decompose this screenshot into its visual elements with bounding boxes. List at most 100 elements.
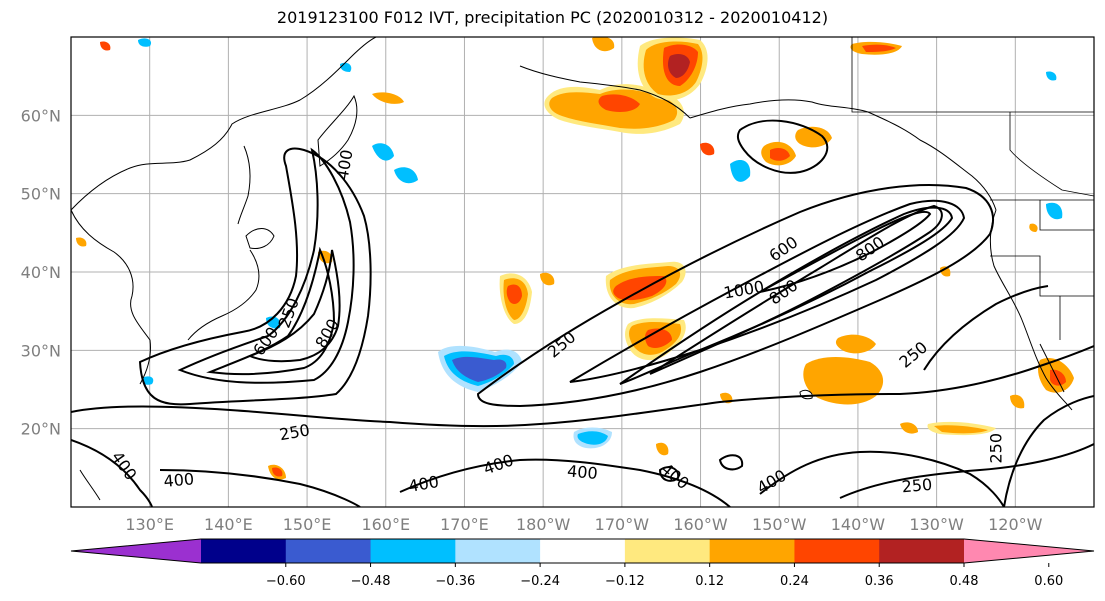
positive-anomaly-patch [1050,369,1066,386]
positive-anomaly-patch [835,334,876,354]
lat-tick-label: 50°N [21,185,61,204]
lon-tick-label: 180°W [516,515,571,534]
colorbar-tick-label: −0.12 [605,574,645,589]
ivt-contour-250 [736,119,829,174]
ivt-contour-250 [839,443,1094,499]
coastline-asia [71,209,151,385]
negative-anomaly-patch [142,376,154,385]
positive-anomaly-patch [592,37,615,52]
negative-anomaly-patch [394,167,418,184]
colorbar-tick-label: 0.36 [865,574,894,589]
lon-tick-label: 130°E [125,515,174,534]
positive-anomaly-patch [656,442,669,456]
positive-anomaly-patch [1029,223,1038,232]
colorbar-tick-label: 0.12 [695,574,724,589]
ivt-contour-250 [476,184,994,408]
contour-label-text: 250 [901,475,933,497]
positive-anomaly-patch [613,276,667,301]
lat-tick-label: 60°N [21,106,61,125]
ivt-contour-1000 [759,211,932,293]
lon-tick-label: 160°E [361,515,410,534]
coastline-asia [71,37,377,211]
positive-anomaly-patch [100,41,111,51]
coastline-na-west [989,209,1073,411]
contour-label: 250 [987,433,1006,464]
negative-anomaly-patch [138,38,152,47]
political-borders [851,37,1094,340]
ivt-contour-400 [658,466,680,482]
contour-label-text: 400 [163,469,195,491]
ivt-contour-400 [159,469,361,507]
lon-tick-label: 120°W [988,515,1043,534]
map-frame [70,36,1095,508]
coastline-philippines [79,469,101,501]
positive-anomaly-patch [76,237,87,247]
positive-anomaly-patch [668,54,690,78]
colorbar-tick-label: 0.60 [1034,574,1063,589]
colorbar-bin [624,539,711,563]
colorbar-bin [709,539,795,563]
positive-anomaly-patch [803,357,884,405]
precip-anomaly-fills [76,37,1074,480]
coastline-sakhalin [237,145,251,225]
ivt-contour-250 [1003,395,1094,507]
colorbar-bin [879,539,965,563]
positive-anomaly-patch [770,148,790,161]
coastline-aleutians [519,65,691,119]
colorbar-tick-label: 0.24 [780,574,809,589]
positive-anomaly-patch [372,92,404,104]
negative-anomaly-patch [372,143,394,161]
lon-tick-label: 140°E [204,515,253,534]
ivt-contour-250 [71,345,1094,428]
ivt-contour-400 [177,147,355,384]
colorbar-bin [540,539,626,563]
ivt-contour-250 [138,147,372,406]
longitude-labels: 130°E 140°E 150°E 160°E 170°E 180°W 170°W 160°W… [125,515,1042,534]
coastline-baja [1039,343,1065,393]
lon-tick-label: 150°E [283,515,332,534]
colorbar: −0.60 −0.48 −0.36 −0.24 −0.12 0.12 0.24 0.36 0.4… [70,538,1095,589]
colorbar-extend-low [71,539,201,563]
lat-tick-label: 40°N [21,263,61,282]
negative-anomaly-patch [1046,71,1057,81]
lon-tick-label: 170°W [595,515,650,534]
colorbar-tick-label: 0.48 [950,574,979,589]
coastline-kamchatka [317,94,358,167]
negative-anomaly-patch [730,160,751,182]
colorbar-bin [794,539,880,563]
lat-tick-label: 20°N [21,420,61,439]
ivt-contours [71,119,1094,507]
ivt-contour-400 [759,450,1005,507]
ivt-contour-400 [718,454,744,471]
positive-anomaly-patch [862,44,896,52]
lat-tick-label: 30°N [21,341,61,360]
negative-anomaly-patch [452,356,507,382]
map-title: 2019123100 F012 IVT, precipitation PC (2… [276,8,829,27]
colorbar-tick-label: −0.48 [351,574,391,589]
colorbar-tick-label: −0.60 [266,574,306,589]
colorbar-outline [70,538,1095,564]
contour-label-text: 250 [987,433,1006,464]
positive-anomaly-patch [598,94,640,112]
positive-anomaly-patch [795,126,832,148]
positive-anomaly-patch [540,272,555,286]
negative-anomaly-patch [577,431,608,445]
coastline-japan [187,249,260,341]
lon-tick-label: 130°W [909,515,964,534]
positive-anomaly-patch [1010,394,1025,409]
negative-anomaly-patch [1046,202,1063,220]
positive-anomaly-patch [934,425,988,434]
latitude-labels: 20°N 30°N 40°N 50°N 60°N [21,106,61,438]
contour-label: 400 [566,461,598,483]
lon-tick-label: 140°W [831,515,886,534]
colorbar-extend-high [964,539,1094,563]
colorbar-bin [370,539,456,563]
positive-anomaly-patch [506,284,522,304]
lon-tick-label: 170°E [440,515,489,534]
coastline-hokkaido [245,228,275,249]
contour-label-text: 400 [566,461,598,483]
colorbar-tick-label: −0.36 [435,574,475,589]
ivt-contour-800 [247,249,341,363]
positive-anomaly-patch [900,422,918,434]
